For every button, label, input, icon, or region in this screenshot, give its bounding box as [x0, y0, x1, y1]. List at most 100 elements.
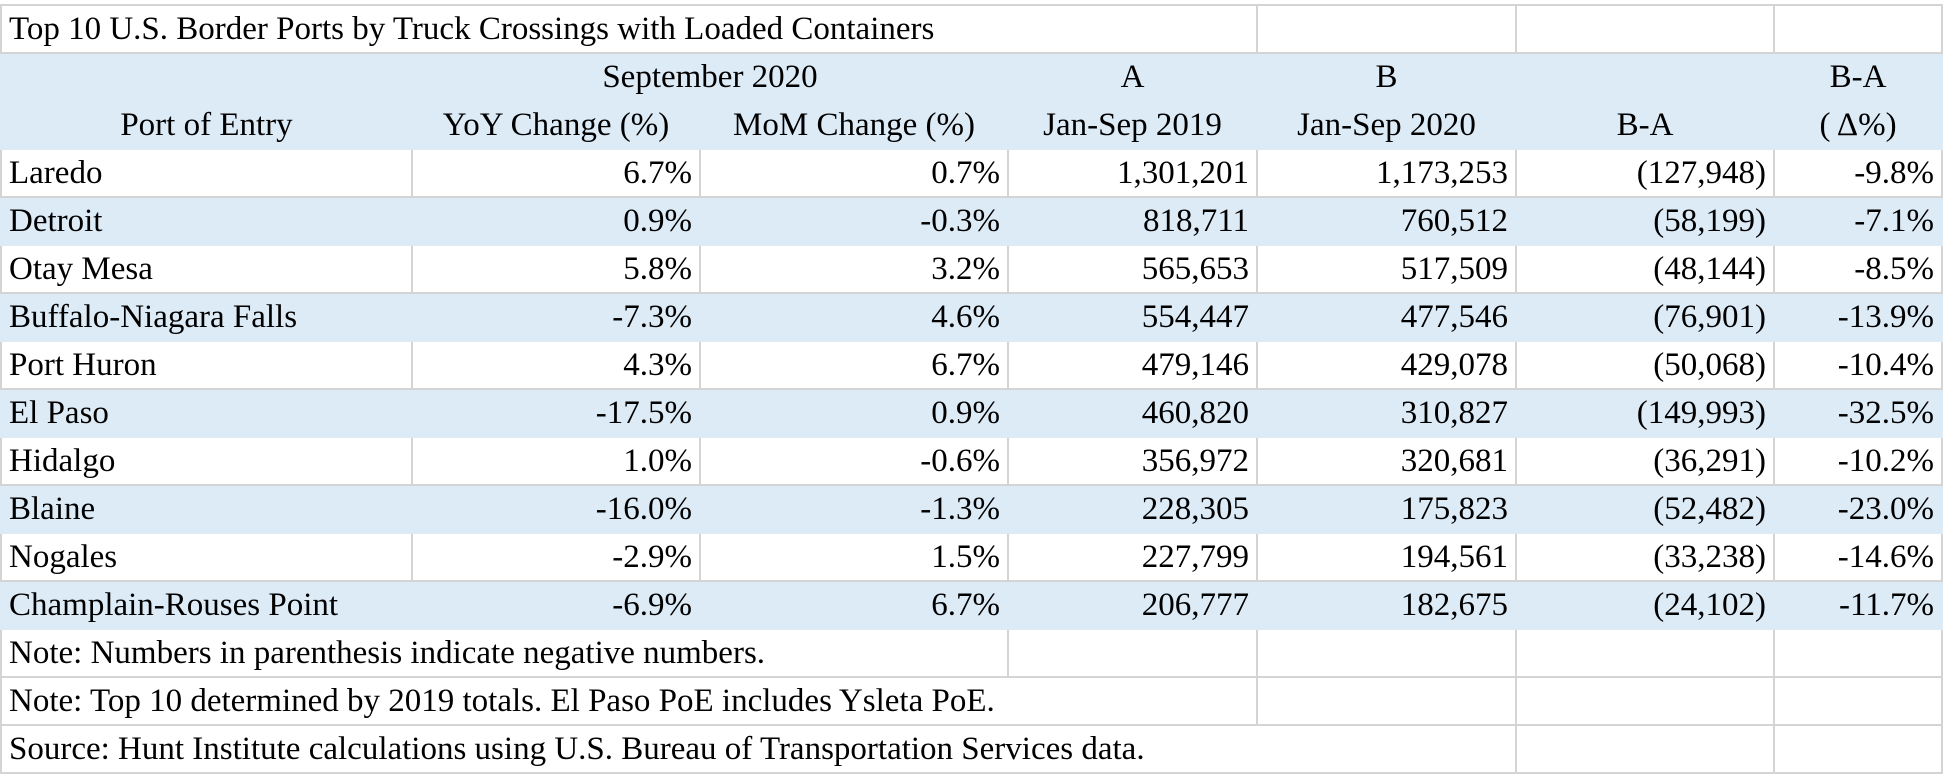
source-text[interactable]: Source: Hunt Institute calculations usin…: [0, 724, 1517, 774]
port-cell[interactable]: Hidalgo: [0, 436, 413, 486]
empty-cell[interactable]: [1773, 4, 1943, 54]
empty-cell[interactable]: [1256, 628, 1517, 678]
yoy-cell[interactable]: -2.9%: [411, 532, 701, 582]
port-cell[interactable]: Blaine: [0, 484, 413, 534]
empty-header-cell[interactable]: [1515, 52, 1775, 102]
mom-cell[interactable]: 1.5%: [699, 532, 1009, 582]
header-port-of-entry[interactable]: Port of Entry: [0, 100, 413, 150]
jan-sep-2020-cell[interactable]: 175,823: [1256, 484, 1517, 534]
header-september-2020[interactable]: September 2020: [411, 52, 1009, 102]
delta-pct-cell[interactable]: -14.6%: [1773, 532, 1943, 582]
header-col-a[interactable]: A: [1007, 52, 1258, 102]
header-delta-pct-top[interactable]: B-A: [1773, 52, 1943, 102]
yoy-cell[interactable]: 6.7%: [411, 148, 701, 198]
empty-cell[interactable]: [1515, 628, 1775, 678]
port-cell[interactable]: Champlain-Rouses Point: [0, 580, 413, 630]
port-cell[interactable]: El Paso: [0, 388, 413, 438]
header-jan-sep-2019[interactable]: Jan-Sep 2019: [1007, 100, 1258, 150]
empty-cell[interactable]: [1515, 676, 1775, 726]
jan-sep-2020-cell[interactable]: 477,546: [1256, 292, 1517, 342]
delta-pct-cell[interactable]: -23.0%: [1773, 484, 1943, 534]
port-cell[interactable]: Detroit: [0, 196, 413, 246]
delta-pct-cell[interactable]: -13.9%: [1773, 292, 1943, 342]
yoy-cell[interactable]: 1.0%: [411, 436, 701, 486]
jan-sep-2020-cell[interactable]: 760,512: [1256, 196, 1517, 246]
jan-sep-2019-cell[interactable]: 356,972: [1007, 436, 1258, 486]
empty-cell[interactable]: [1773, 628, 1943, 678]
empty-cell[interactable]: [1515, 724, 1775, 774]
b-minus-a-cell[interactable]: (36,291): [1515, 436, 1775, 486]
b-minus-a-cell[interactable]: (149,993): [1515, 388, 1775, 438]
b-minus-a-cell[interactable]: (33,238): [1515, 532, 1775, 582]
mom-cell[interactable]: -0.6%: [699, 436, 1009, 486]
delta-pct-cell[interactable]: -8.5%: [1773, 244, 1943, 294]
table-title[interactable]: Top 10 U.S. Border Ports by Truck Crossi…: [0, 4, 1258, 54]
note-text[interactable]: Note: Numbers in parenthesis indicate ne…: [0, 628, 1009, 678]
mom-cell[interactable]: -1.3%: [699, 484, 1009, 534]
delta-pct-cell[interactable]: -10.4%: [1773, 340, 1943, 390]
yoy-cell[interactable]: 5.8%: [411, 244, 701, 294]
yoy-cell[interactable]: 0.9%: [411, 196, 701, 246]
b-minus-a-cell[interactable]: (58,199): [1515, 196, 1775, 246]
empty-cell[interactable]: [1256, 4, 1517, 54]
empty-cell[interactable]: [1007, 628, 1258, 678]
header-mom-change[interactable]: MoM Change (%): [699, 100, 1009, 150]
header-delta-pct[interactable]: ( Δ%): [1773, 100, 1943, 150]
empty-cell[interactable]: [1256, 676, 1517, 726]
mom-cell[interactable]: -0.3%: [699, 196, 1009, 246]
jan-sep-2020-cell[interactable]: 1,173,253: [1256, 148, 1517, 198]
yoy-cell[interactable]: -17.5%: [411, 388, 701, 438]
jan-sep-2019-cell[interactable]: 228,305: [1007, 484, 1258, 534]
empty-header-cell[interactable]: [0, 52, 413, 102]
header-b-minus-a[interactable]: B-A: [1515, 100, 1775, 150]
mom-cell[interactable]: 6.7%: [699, 580, 1009, 630]
header-yoy-change[interactable]: YoY Change (%): [411, 100, 701, 150]
empty-cell[interactable]: [1773, 676, 1943, 726]
port-cell[interactable]: Buffalo-Niagara Falls: [0, 292, 413, 342]
note-text[interactable]: Note: Top 10 determined by 2019 totals. …: [0, 676, 1258, 726]
port-cell[interactable]: Port Huron: [0, 340, 413, 390]
b-minus-a-cell[interactable]: (48,144): [1515, 244, 1775, 294]
jan-sep-2019-cell[interactable]: 460,820: [1007, 388, 1258, 438]
jan-sep-2020-cell[interactable]: 429,078: [1256, 340, 1517, 390]
jan-sep-2019-cell[interactable]: 479,146: [1007, 340, 1258, 390]
delta-pct-cell[interactable]: -11.7%: [1773, 580, 1943, 630]
delta-pct-cell[interactable]: -32.5%: [1773, 388, 1943, 438]
mom-cell[interactable]: 3.2%: [699, 244, 1009, 294]
table-row: Port Huron 4.3% 6.7% 479,146 429,078 (50,068)…: [0, 340, 1943, 390]
empty-cell[interactable]: [1515, 4, 1775, 54]
jan-sep-2020-cell[interactable]: 517,509: [1256, 244, 1517, 294]
b-minus-a-cell[interactable]: (76,901): [1515, 292, 1775, 342]
jan-sep-2019-cell[interactable]: 818,711: [1007, 196, 1258, 246]
jan-sep-2020-cell[interactable]: 194,561: [1256, 532, 1517, 582]
mom-cell[interactable]: 0.9%: [699, 388, 1009, 438]
delta-pct-cell[interactable]: -7.1%: [1773, 196, 1943, 246]
jan-sep-2019-cell[interactable]: 1,301,201: [1007, 148, 1258, 198]
port-cell[interactable]: Laredo: [0, 148, 413, 198]
delta-pct-cell[interactable]: -9.8%: [1773, 148, 1943, 198]
yoy-cell[interactable]: 4.3%: [411, 340, 701, 390]
b-minus-a-cell[interactable]: (52,482): [1515, 484, 1775, 534]
delta-pct-cell[interactable]: -10.2%: [1773, 436, 1943, 486]
mom-cell[interactable]: 0.7%: [699, 148, 1009, 198]
port-cell[interactable]: Nogales: [0, 532, 413, 582]
b-minus-a-cell[interactable]: (24,102): [1515, 580, 1775, 630]
mom-cell[interactable]: 6.7%: [699, 340, 1009, 390]
jan-sep-2020-cell[interactable]: 182,675: [1256, 580, 1517, 630]
mom-cell[interactable]: 4.6%: [699, 292, 1009, 342]
empty-cell[interactable]: [1773, 724, 1943, 774]
header-col-b[interactable]: B: [1256, 52, 1517, 102]
b-minus-a-cell[interactable]: (127,948): [1515, 148, 1775, 198]
jan-sep-2020-cell[interactable]: 310,827: [1256, 388, 1517, 438]
jan-sep-2019-cell[interactable]: 227,799: [1007, 532, 1258, 582]
header-jan-sep-2020[interactable]: Jan-Sep 2020: [1256, 100, 1517, 150]
b-minus-a-cell[interactable]: (50,068): [1515, 340, 1775, 390]
port-cell[interactable]: Otay Mesa: [0, 244, 413, 294]
jan-sep-2019-cell[interactable]: 554,447: [1007, 292, 1258, 342]
yoy-cell[interactable]: -6.9%: [411, 580, 701, 630]
yoy-cell[interactable]: -7.3%: [411, 292, 701, 342]
jan-sep-2019-cell[interactable]: 206,777: [1007, 580, 1258, 630]
jan-sep-2019-cell[interactable]: 565,653: [1007, 244, 1258, 294]
yoy-cell[interactable]: -16.0%: [411, 484, 701, 534]
jan-sep-2020-cell[interactable]: 320,681: [1256, 436, 1517, 486]
